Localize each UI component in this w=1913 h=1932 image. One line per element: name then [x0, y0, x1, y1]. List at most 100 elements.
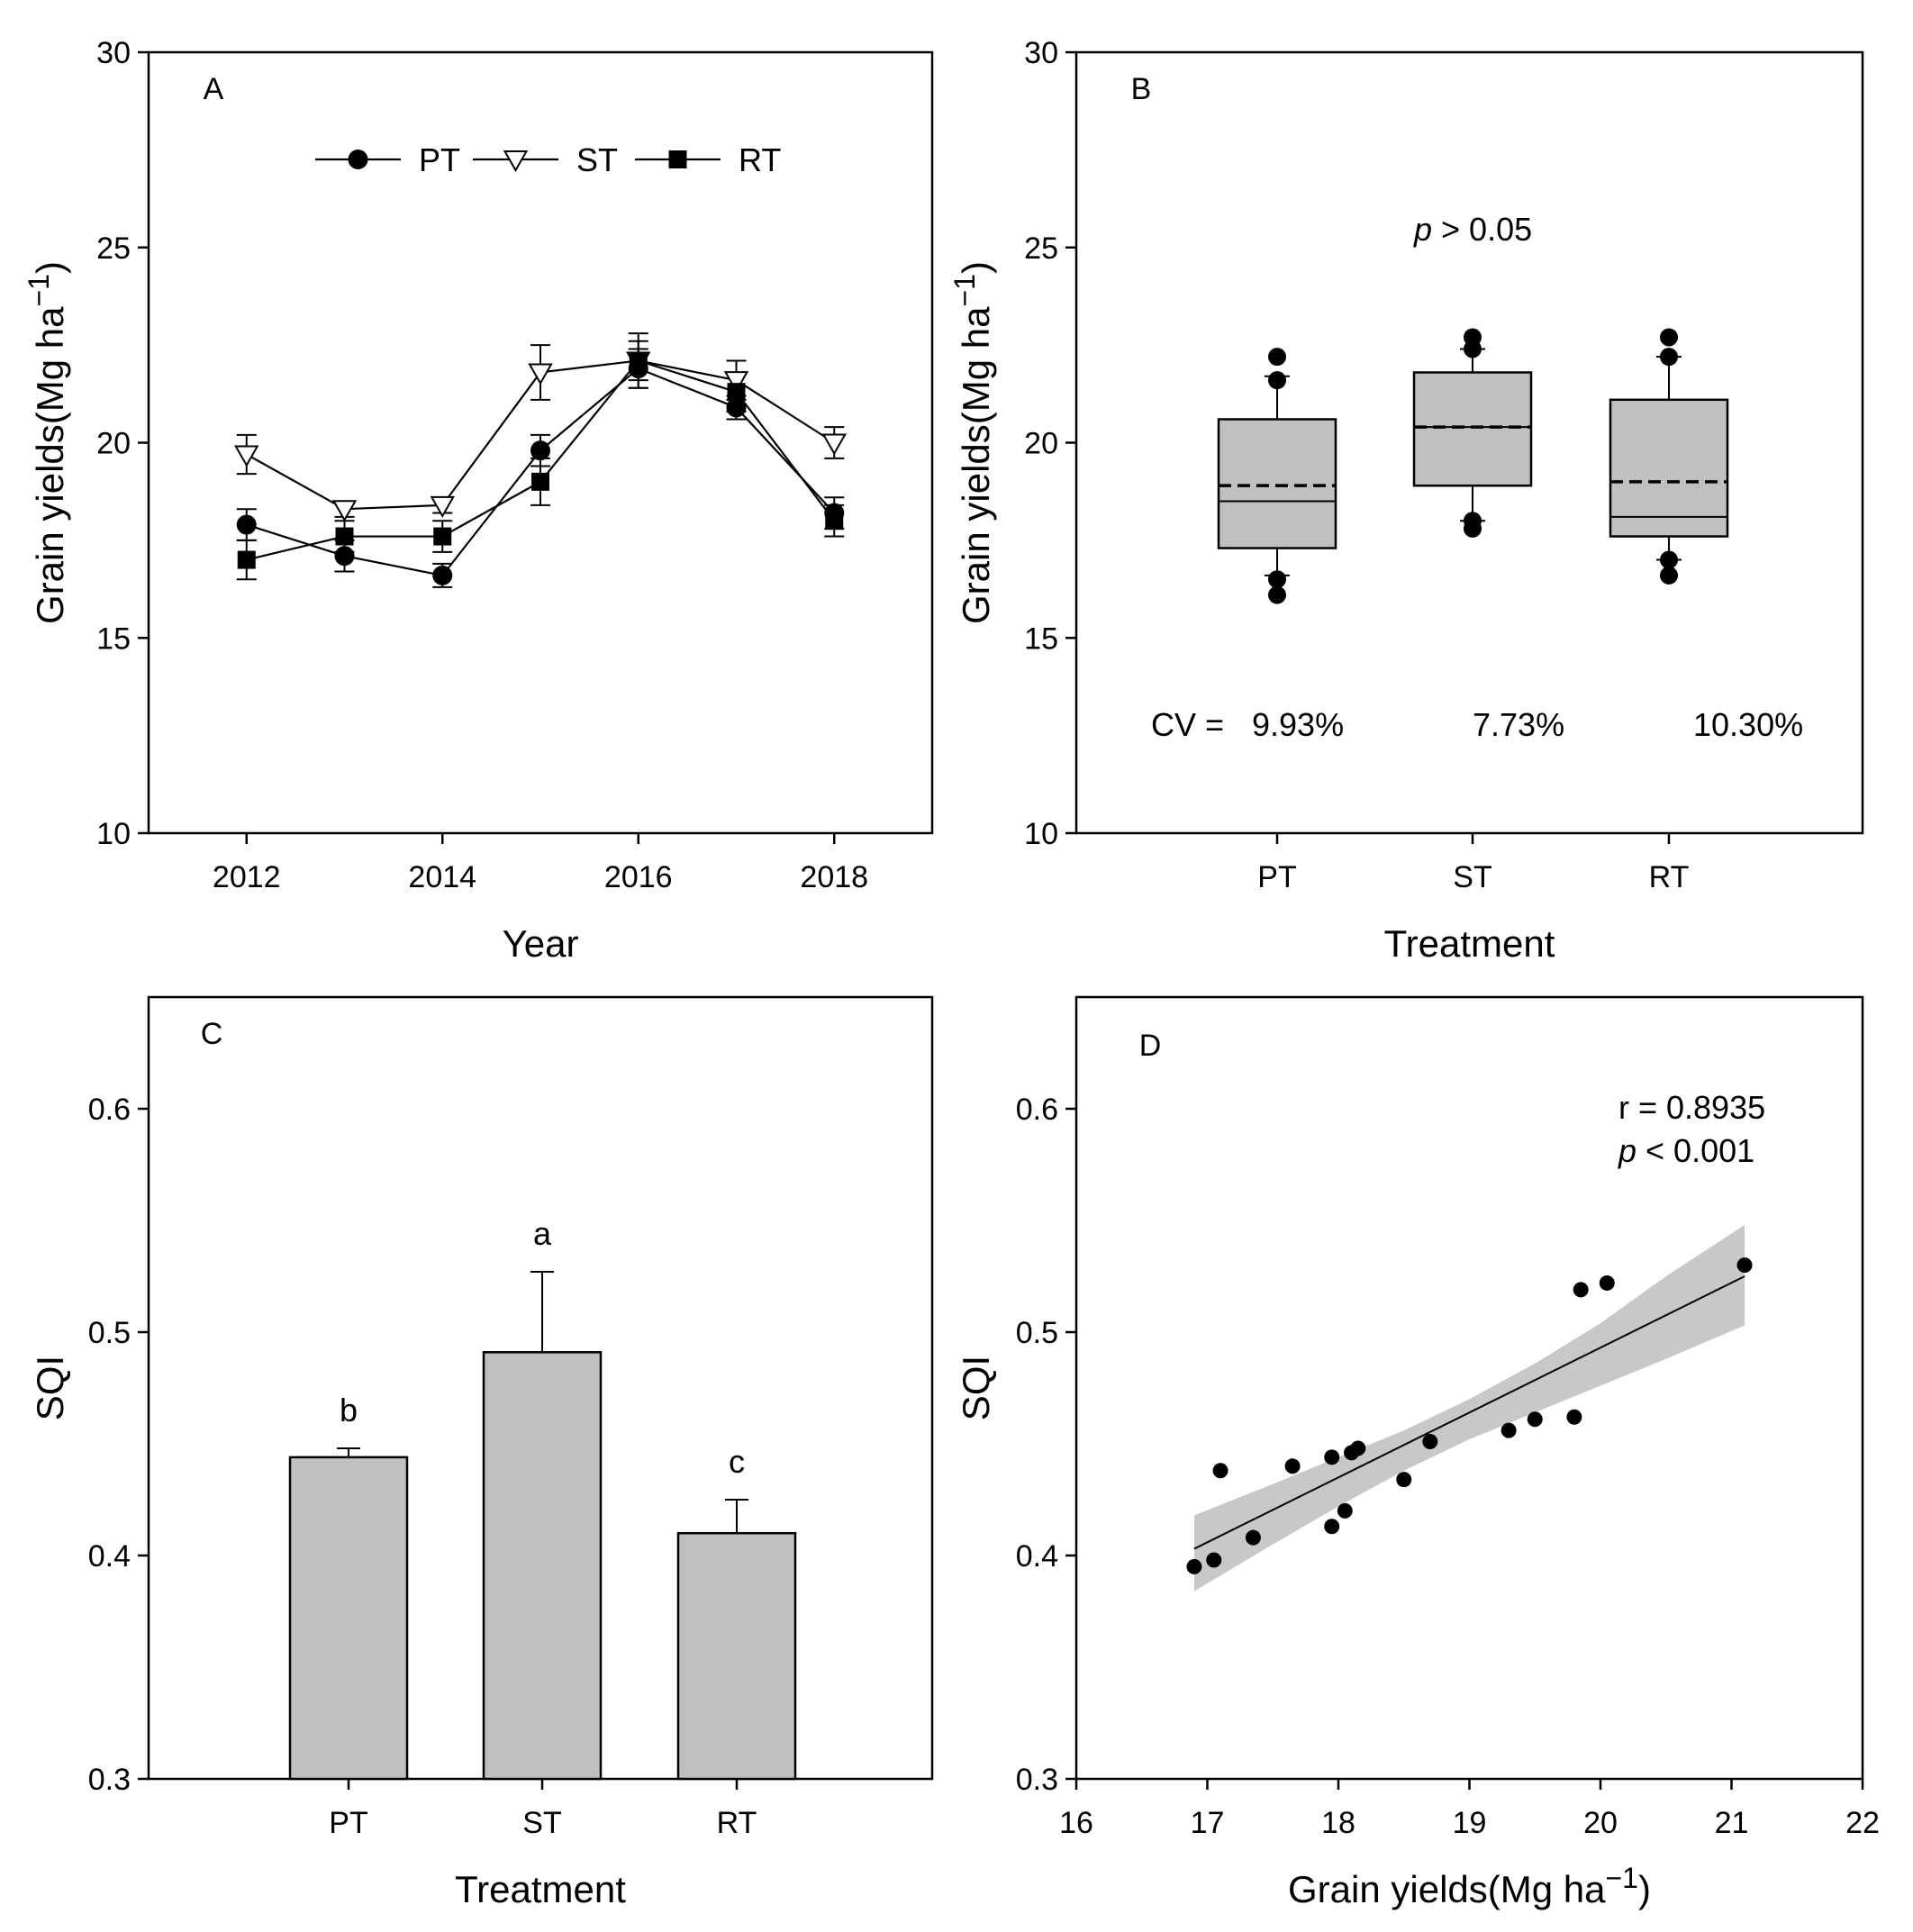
panel-a-ytick-label: 25: [96, 231, 131, 266]
p-italic: p: [1413, 211, 1432, 248]
panel-d-xtick-label: 21: [1715, 1806, 1749, 1840]
point-rt: [825, 512, 844, 531]
point-pt: [236, 514, 257, 535]
panel-d-xtick-label: 20: [1583, 1806, 1618, 1840]
panel-a-legend: PT ST RT: [315, 141, 781, 178]
panel-b: 10 15 20 25 30 PT ST RT Bp > 0.05 CV = 9.93% 7.73%…: [948, 36, 1864, 965]
scatter-point: [1212, 1463, 1228, 1479]
p-rest: < 0.001: [1636, 1132, 1754, 1169]
panel-d-ylabel-part: SQI: [955, 1356, 997, 1420]
cv-value-rt: 10.30%: [1693, 706, 1803, 743]
outlier-pt: [1268, 585, 1286, 604]
scatter-point: [1396, 1472, 1412, 1488]
panel-d-letter: D: [1139, 1029, 1162, 1063]
point-pt: [334, 546, 355, 567]
scatter-point: [1206, 1552, 1222, 1568]
legend-marker-st: [503, 150, 529, 173]
scatter-point: [1284, 1458, 1301, 1474]
confidence-band: [1193, 1224, 1745, 1592]
panel-b-p-value: p > 0.05: [1413, 211, 1532, 248]
panel-a-ytick-label: 10: [96, 817, 131, 851]
panel-a-xlabel: Year: [503, 922, 579, 965]
point-st: [723, 371, 749, 394]
outlier-pt: [1268, 348, 1286, 367]
panel-d-ytick-label: 0.4: [1016, 1539, 1058, 1574]
outlier-pt: [1268, 570, 1286, 589]
panel-d-xtick-label: 16: [1059, 1806, 1093, 1840]
panel-d-xlabel-part: ): [1638, 1868, 1651, 1910]
panel-c-ylabel: SQI: [29, 1356, 71, 1420]
scatter-point: [1350, 1440, 1366, 1456]
panel-b-ylabel: Grain yields(Mg ha−1): [948, 261, 997, 624]
panel-b-xtick-label: PT: [1257, 860, 1296, 894]
panel-c-ylabel-part: SQI: [29, 1356, 71, 1420]
scatter-point: [1422, 1434, 1438, 1450]
panel-b-ytick-label: 30: [1024, 36, 1058, 70]
cv-value-st: 7.73%: [1473, 706, 1564, 743]
panel-d-xlabel: Grain yields(Mg ha−1): [1288, 1862, 1651, 1910]
panel-c-xtick-label: PT: [329, 1806, 367, 1840]
point-pt: [432, 565, 453, 585]
panel-c-letter: C: [201, 1017, 223, 1051]
panel-d-xtick-label: 17: [1191, 1806, 1225, 1840]
panel-b-xtick-label: ST: [1453, 860, 1491, 894]
point-st: [528, 363, 553, 385]
panel-b-xlabel: Treatment: [1384, 922, 1555, 965]
panel-d-p-value: p < 0.001: [1618, 1132, 1754, 1169]
legend-label-pt: PT: [419, 141, 460, 178]
panel-a-letter: A: [204, 72, 224, 106]
panel-b-ylabel-part: Grain yields(Mg ha: [955, 306, 997, 624]
point-st: [234, 445, 259, 467]
point-rt: [727, 383, 746, 402]
point-rt: [335, 527, 354, 546]
panel-b-ytick-label: 20: [1024, 427, 1058, 461]
point-st: [430, 495, 455, 518]
panel-a-xtick-label: 2012: [213, 860, 281, 894]
point-rt: [629, 351, 648, 370]
panel-c-ytick-label: 0.3: [88, 1763, 131, 1797]
panel-a-ylabel-part: ): [29, 261, 71, 274]
panel-a-ylabel: Grain yields(Mg ha−1): [23, 261, 71, 624]
bar-pt: [288, 1456, 409, 1781]
panel-b-letter: B: [1131, 72, 1152, 106]
panel-b-ytick-label: 25: [1024, 231, 1058, 266]
legend-marker-pt: [348, 150, 368, 169]
panel-d-xtick-label: 22: [1845, 1806, 1880, 1840]
panel-d-xlabel-part: −1: [1605, 1862, 1637, 1894]
panel-d-ytick-label: 0.5: [1016, 1316, 1058, 1350]
point-pt: [726, 397, 747, 418]
panel-c: 0.3 0.4 0.5 0.6 PT b ST a RT c C Treatment SQI: [29, 995, 934, 1910]
panel-d-ylabel: SQI: [955, 1356, 997, 1420]
point-rt: [433, 527, 452, 546]
outlier-pt: [1268, 371, 1286, 390]
legend-marker-rt: [668, 150, 687, 168]
panel-a-xtick-label: 2014: [408, 860, 476, 894]
panel-d-xlabel-part: Grain yields(Mg ha: [1288, 1868, 1606, 1910]
outlier-st: [1464, 328, 1482, 347]
panel-d-ytick-label: 0.6: [1016, 1093, 1058, 1127]
panel-b-ytick-label: 10: [1024, 817, 1058, 851]
legend-label-rt: RT: [739, 141, 781, 178]
point-rt: [237, 550, 256, 569]
regression-line: [1193, 1275, 1745, 1550]
scatter-point: [1736, 1257, 1753, 1274]
bar-rt: [676, 1531, 797, 1781]
scatter-point: [1566, 1409, 1582, 1425]
panel-c-ytick-label: 0.4: [88, 1539, 131, 1574]
panel-a-xtick-label: 2016: [604, 860, 673, 894]
scatter-point: [1527, 1411, 1543, 1428]
r-value: r = 0.8935: [1618, 1089, 1765, 1126]
panel-c-xtick-label: ST: [522, 1806, 561, 1840]
panel-d: 0.3 0.4 0.5 0.6 16 17 18 19 20 21 22 Dr = 0.8935 p <…: [955, 995, 1880, 1910]
significance-letter-rt: c: [729, 1443, 745, 1480]
panel-b-xtick-label: RT: [1649, 860, 1690, 894]
cv-value-pt: 9.93%: [1252, 706, 1344, 743]
point-st: [821, 433, 847, 456]
outlier-st: [1464, 512, 1482, 531]
panel-a-ytick-label: 20: [96, 427, 131, 461]
outlier-rt: [1660, 550, 1678, 569]
outlier-rt: [1660, 348, 1678, 367]
panel-b-ylabel-part: −1: [948, 274, 981, 306]
point-pt: [530, 440, 550, 461]
